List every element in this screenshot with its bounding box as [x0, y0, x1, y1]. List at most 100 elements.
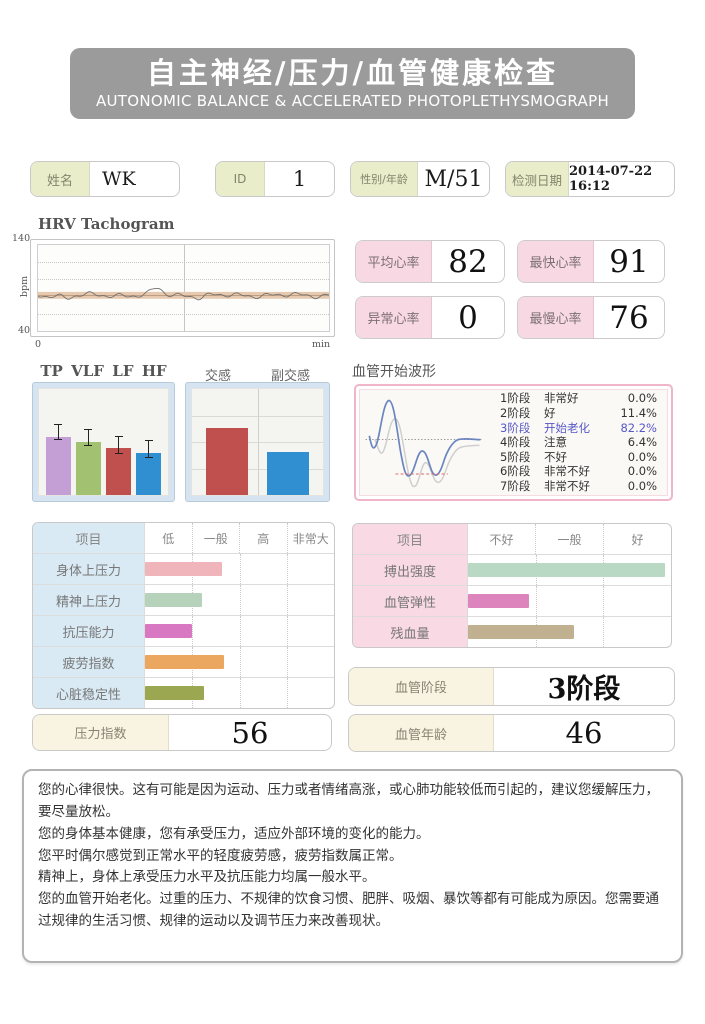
max-hr-box: 最快心率 91: [517, 240, 665, 283]
advice-line: 您的心律很快。这有可能是因为运动、压力或者情绪高涨，或心肺功能较低而引起的，建议…: [38, 782, 659, 820]
table-header-row: 项目 低 一般高非常大: [33, 523, 334, 553]
table-row: 疲劳指数: [33, 646, 334, 677]
stress-index-box: 压力指数 56: [32, 714, 332, 751]
patient-name-value: WK: [102, 168, 136, 190]
stage-row: 5阶段 不好 0.0%: [500, 450, 657, 465]
patient-name-box: 姓名 WK: [30, 161, 180, 197]
stage-name: 好: [544, 406, 556, 421]
table-header-cell: 不好: [489, 532, 514, 547]
vessel-wave-panel: 1阶段 非常好 0.0% 2阶段好 11.4% 3阶段 开始老化 82.2% 4阶段 注意 6.4%…: [354, 384, 673, 501]
table-header-cell: 一般: [535, 524, 603, 554]
hrv-x-min-label: 0: [35, 339, 42, 350]
report-title-cn: 自主神经/压力/血管健康检查: [146, 56, 559, 91]
freq-bar-slot: [134, 389, 164, 495]
freq-band-label: VLF: [71, 362, 104, 380]
freq-chart-frame: [32, 382, 175, 502]
vessel-age-box: 血管年龄 46: [348, 714, 675, 752]
patient-id-label: ID: [216, 162, 265, 196]
balance-labels: 交感 副交感: [185, 365, 330, 384]
error-bar-cap: [54, 438, 63, 440]
abnormal-hr-value: 0: [458, 299, 478, 336]
freq-chart-plot: [39, 389, 168, 495]
table-row: 精神上压力: [33, 584, 334, 615]
abnormal-hr-label: 异常心率: [356, 297, 432, 338]
stage-number: 6阶段: [500, 464, 531, 479]
row-track: [145, 678, 334, 708]
freq-bar: [136, 452, 162, 495]
hrv-y-max-label: 140: [12, 233, 31, 244]
hrv-chart-plot: [37, 244, 330, 332]
table-header-row: 项目 不好 一般好: [353, 524, 671, 554]
hrv-y-min-label: 40: [18, 325, 31, 336]
min-hr-value: 76: [609, 299, 649, 336]
stage-percent: 0.0%: [627, 391, 657, 406]
balance-bar-slot: [196, 389, 258, 495]
row-label: 精神上压力: [33, 585, 145, 615]
row-label: 血管弹性: [353, 586, 468, 616]
stage-name: 开始老化: [544, 420, 590, 435]
table-row: 身体上压力: [33, 553, 334, 584]
freq-bar-slot: [43, 389, 73, 495]
balance-gridline-vertical: [257, 389, 259, 495]
column-separator: [286, 585, 288, 615]
balance-chart-frame: [185, 382, 330, 502]
advice-line: 您的血管开始老化。过重的压力、不规律的饮食习惯、肥胖、吸烟、暴饮等都有可能成为原…: [38, 891, 659, 930]
stage-percent: 0.0%: [627, 478, 657, 493]
table-row: 残血量: [353, 616, 671, 647]
stage-row: 1阶段 非常好 0.0%: [500, 391, 657, 406]
stage-row: 2阶段好 11.4%: [500, 406, 657, 421]
stage-name: 非常不好: [544, 464, 590, 479]
table-header-label: 项目: [33, 523, 145, 553]
stage-row: 7阶段 非常不好 0.0%: [500, 479, 657, 494]
hrv-x-unit-label: min: [312, 339, 331, 350]
stress-index-value: 56: [231, 715, 269, 750]
table-header-cell: 一般: [191, 523, 240, 553]
error-bar: [57, 425, 59, 440]
avg-hr-value: 82: [448, 243, 488, 280]
error-bar-cap: [144, 439, 153, 441]
row-track: [145, 585, 334, 615]
stage-number: 5阶段: [500, 449, 531, 464]
value-bar: [145, 624, 193, 638]
balance-bar: [205, 428, 248, 495]
max-hr-value: 91: [609, 243, 649, 280]
table-row: 血管弹性: [353, 585, 671, 616]
error-bar-cap: [114, 435, 123, 437]
freq-band-labels: TP VLF LF HF: [32, 362, 175, 380]
stage-number: 2阶段: [500, 406, 531, 421]
error-bar-cap: [84, 429, 93, 431]
column-separator: [286, 554, 288, 584]
stage-name: 非常不好: [544, 478, 590, 493]
patient-sex-age-value: M/51: [424, 166, 483, 192]
column-separator: [286, 647, 288, 677]
row-track: [145, 554, 334, 584]
row-track: [145, 647, 334, 677]
column-separator: [239, 554, 241, 584]
advice-line: 精神上，身体上承受压力水平及抗压能力均属一般水平。: [38, 869, 376, 886]
error-bar-cap: [84, 445, 93, 447]
column-separator: [603, 586, 605, 616]
freq-bar-slot: [104, 389, 134, 495]
vessel-wave-inner: 1阶段 非常好 0.0% 2阶段好 11.4% 3阶段 开始老化 82.2% 4阶段 注意 6.4%…: [359, 389, 668, 496]
vessel-rating-table: 项目 不好 一般好搏出强度 血管弹性 残血量: [352, 523, 672, 648]
advice-line: 您的身体基本健康，您有承受压力，适应外部环境的变化的能力。: [38, 825, 430, 842]
vessel-age-value: 46: [565, 716, 603, 750]
column-separator: [239, 647, 241, 677]
vessel-stage-label: 血管阶段: [349, 668, 494, 705]
value-bar: [468, 594, 529, 608]
error-bar-cap: [114, 452, 123, 454]
freq-bar: [45, 436, 71, 495]
stage-row: 4阶段 注意 6.4%: [500, 435, 657, 450]
test-date-value: 2014-07-22 16:12: [569, 164, 653, 194]
stage-percent: 6.4%: [627, 435, 657, 450]
error-bar: [118, 436, 120, 454]
hrv-chart-title: HRV Tachogram: [38, 215, 175, 233]
balance-label: 交感: [204, 369, 231, 384]
avg-hr-box: 平均心率 82: [355, 240, 505, 283]
column-separator: [192, 616, 194, 646]
table-row: 抗压能力: [33, 615, 334, 646]
max-hr-label: 最快心率: [518, 241, 594, 282]
row-track: [468, 617, 671, 647]
patient-id-value: 1: [292, 167, 307, 191]
row-label: 心脏稳定性: [33, 678, 145, 708]
